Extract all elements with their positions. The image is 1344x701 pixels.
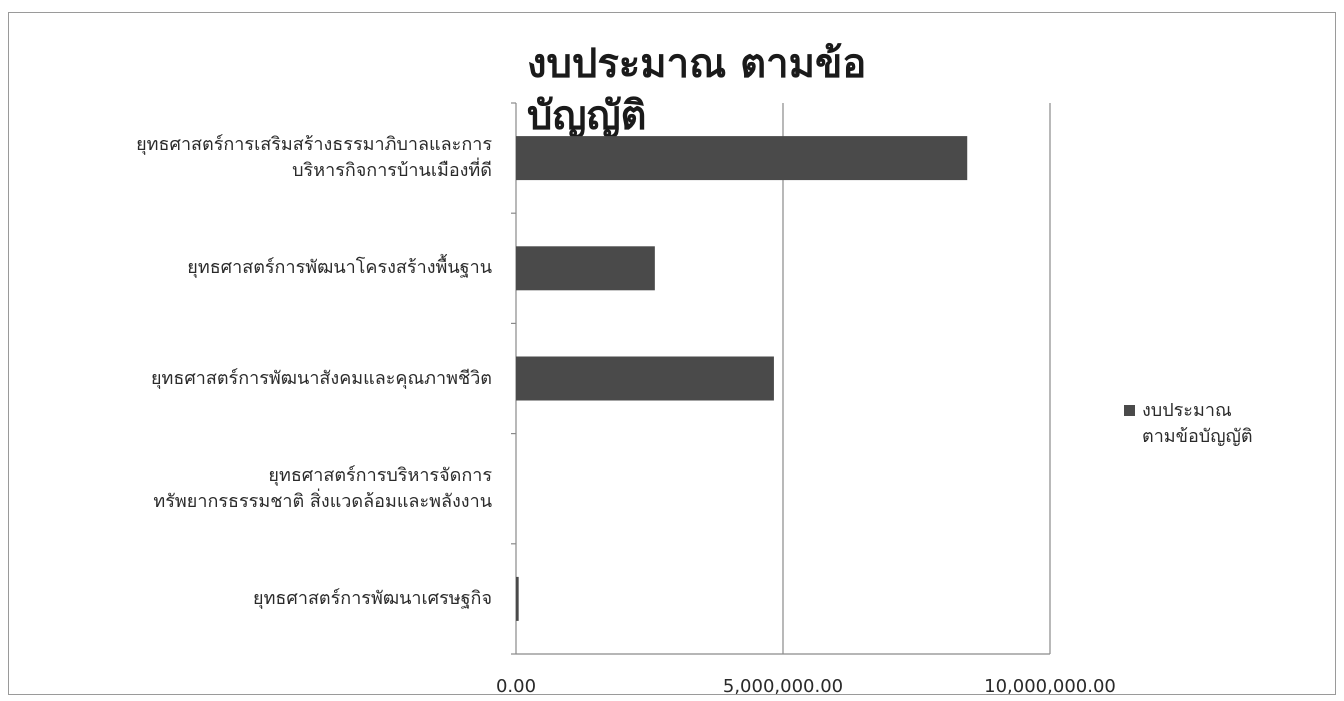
category-label-line: ยุทธศาสตร์การเสริมสร้างธรรมาภิบาลและการ: [136, 134, 492, 156]
category-label-line: ยุทธศาสตร์การพัฒนาสังคมและคุณภาพชีวิต: [150, 367, 492, 389]
chart-title: งบประมาณ ตามข้อบัญญัติ: [527, 41, 867, 139]
x-tick-label-2: 10,000,000.00: [984, 676, 1116, 697]
category-label-line: ทรัพยากรธรรมชาติ สิ่งแวดล้อมและพลังงาน: [153, 490, 492, 512]
bar-1: [516, 246, 655, 291]
x-tick-label-1: 5,000,000.00: [722, 676, 844, 697]
x-tick-label-0: 0.00: [495, 676, 537, 697]
bar-0: [516, 136, 968, 181]
legend-label: งบประมาณตามข้อบัญญัติ: [1142, 398, 1332, 450]
category-label-line: ยุทธศาสตร์การพัฒนาโครงสร้างพื้นฐาน: [187, 257, 492, 279]
bar-4: [516, 576, 519, 621]
category-label-0: ยุทธศาสตร์การเสริมสร้างธรรมาภิบาลและการบ…: [22, 132, 492, 184]
category-label-4: ยุทธศาสตร์การพัฒนาเศรษฐกิจ: [22, 586, 492, 612]
category-label-line: ยุทธศาสตร์การบริหารจัดการ: [268, 464, 492, 486]
category-label-1: ยุทธศาสตร์การพัฒนาโครงสร้างพื้นฐาน: [22, 255, 492, 281]
legend-label-line: ตามข้อบัญญัติ: [1142, 426, 1253, 447]
legend-swatch: [1124, 405, 1135, 416]
category-label-line: ยุทธศาสตร์การพัฒนาเศรษฐกิจ: [253, 587, 492, 609]
legend-label-line: งบประมาณ: [1142, 400, 1232, 421]
bar-2: [516, 356, 774, 401]
category-label-line: บริหารกิจการบ้านเมืองที่ดี: [292, 160, 492, 182]
chart-frame: [8, 12, 1336, 695]
category-label-3: ยุทธศาสตร์การบริหารจัดการทรัพยากรธรรมชาต…: [22, 463, 492, 515]
category-label-2: ยุทธศาสตร์การพัฒนาสังคมและคุณภาพชีวิต: [22, 366, 492, 392]
